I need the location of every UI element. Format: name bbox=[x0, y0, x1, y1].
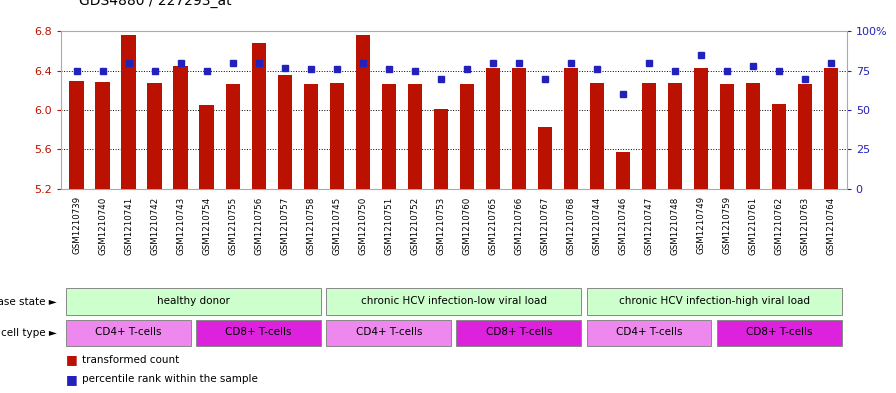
Bar bbox=[564, 68, 578, 189]
Bar bbox=[95, 82, 109, 189]
Text: GSM1210750: GSM1210750 bbox=[358, 196, 367, 255]
Text: GSM1210752: GSM1210752 bbox=[410, 196, 419, 255]
Text: GSM1210748: GSM1210748 bbox=[670, 196, 679, 255]
FancyBboxPatch shape bbox=[587, 320, 711, 346]
Bar bbox=[200, 105, 214, 189]
Text: GSM1210744: GSM1210744 bbox=[592, 196, 601, 255]
Bar bbox=[460, 84, 474, 189]
Bar bbox=[278, 75, 292, 189]
Bar bbox=[668, 83, 682, 189]
Text: ■: ■ bbox=[65, 373, 77, 386]
Text: GSM1210740: GSM1210740 bbox=[98, 196, 107, 255]
Text: CD4+ T-cells: CD4+ T-cells bbox=[616, 327, 682, 338]
Text: GSM1210759: GSM1210759 bbox=[722, 196, 731, 255]
Text: GSM1210751: GSM1210751 bbox=[384, 196, 393, 255]
Text: disease state ►: disease state ► bbox=[0, 297, 56, 307]
FancyBboxPatch shape bbox=[717, 320, 841, 346]
Bar bbox=[538, 127, 552, 189]
Bar bbox=[122, 35, 135, 189]
Bar bbox=[642, 83, 656, 189]
Text: GSM1210739: GSM1210739 bbox=[72, 196, 81, 255]
Bar bbox=[616, 152, 630, 189]
Bar bbox=[330, 83, 344, 189]
Text: GSM1210749: GSM1210749 bbox=[696, 196, 705, 255]
Text: chronic HCV infection-low viral load: chronic HCV infection-low viral load bbox=[361, 296, 547, 306]
Bar bbox=[174, 66, 188, 189]
Text: GSM1210746: GSM1210746 bbox=[618, 196, 627, 255]
Text: GSM1210768: GSM1210768 bbox=[566, 196, 575, 255]
Text: GSM1210758: GSM1210758 bbox=[306, 196, 315, 255]
Bar bbox=[356, 35, 370, 189]
Text: GSM1210762: GSM1210762 bbox=[774, 196, 784, 255]
FancyBboxPatch shape bbox=[456, 320, 582, 346]
Bar bbox=[252, 43, 266, 189]
FancyBboxPatch shape bbox=[326, 288, 582, 315]
Text: cell type ►: cell type ► bbox=[1, 328, 56, 338]
Text: GDS4880 / 227293_at: GDS4880 / 227293_at bbox=[79, 0, 231, 8]
Text: CD4+ T-cells: CD4+ T-cells bbox=[356, 327, 422, 338]
Bar bbox=[512, 68, 526, 189]
Bar bbox=[745, 83, 760, 189]
Text: GSM1210741: GSM1210741 bbox=[124, 196, 134, 255]
FancyBboxPatch shape bbox=[587, 288, 841, 315]
Text: percentile rank within the sample: percentile rank within the sample bbox=[82, 374, 257, 384]
Text: GSM1210757: GSM1210757 bbox=[280, 196, 289, 255]
Text: CD8+ T-cells: CD8+ T-cells bbox=[226, 327, 292, 338]
Bar bbox=[148, 83, 162, 189]
Text: chronic HCV infection-high viral load: chronic HCV infection-high viral load bbox=[618, 296, 809, 306]
Bar bbox=[719, 84, 734, 189]
Text: GSM1210767: GSM1210767 bbox=[540, 196, 549, 255]
Text: healthy donor: healthy donor bbox=[157, 296, 230, 306]
Bar bbox=[69, 81, 83, 189]
Text: transformed count: transformed count bbox=[82, 354, 179, 365]
Text: GSM1210743: GSM1210743 bbox=[177, 196, 185, 255]
Bar bbox=[486, 68, 500, 189]
Text: GSM1210763: GSM1210763 bbox=[801, 196, 810, 255]
Text: GSM1210760: GSM1210760 bbox=[462, 196, 471, 255]
Bar bbox=[434, 109, 448, 189]
Bar bbox=[824, 68, 839, 189]
Bar bbox=[590, 83, 604, 189]
Text: CD4+ T-cells: CD4+ T-cells bbox=[95, 327, 162, 338]
Text: GSM1210754: GSM1210754 bbox=[202, 196, 211, 255]
Text: GSM1210764: GSM1210764 bbox=[827, 196, 836, 255]
Text: GSM1210766: GSM1210766 bbox=[514, 196, 523, 255]
Text: GSM1210756: GSM1210756 bbox=[254, 196, 263, 255]
Text: CD8+ T-cells: CD8+ T-cells bbox=[745, 327, 813, 338]
Bar bbox=[304, 84, 318, 189]
Text: GSM1210765: GSM1210765 bbox=[488, 196, 497, 255]
Text: GSM1210761: GSM1210761 bbox=[748, 196, 757, 255]
Bar bbox=[226, 84, 240, 189]
Bar bbox=[798, 84, 813, 189]
Bar bbox=[382, 84, 396, 189]
Text: GSM1210755: GSM1210755 bbox=[228, 196, 237, 255]
Text: CD8+ T-cells: CD8+ T-cells bbox=[486, 327, 552, 338]
Bar bbox=[408, 84, 422, 189]
Text: GSM1210745: GSM1210745 bbox=[332, 196, 341, 255]
FancyBboxPatch shape bbox=[196, 320, 321, 346]
FancyBboxPatch shape bbox=[66, 320, 191, 346]
FancyBboxPatch shape bbox=[326, 320, 452, 346]
Text: GSM1210747: GSM1210747 bbox=[644, 196, 653, 255]
Text: GSM1210753: GSM1210753 bbox=[436, 196, 445, 255]
Bar bbox=[772, 104, 786, 189]
Text: GSM1210742: GSM1210742 bbox=[151, 196, 159, 255]
Bar bbox=[694, 68, 708, 189]
FancyBboxPatch shape bbox=[66, 288, 321, 315]
Text: ■: ■ bbox=[65, 353, 77, 366]
